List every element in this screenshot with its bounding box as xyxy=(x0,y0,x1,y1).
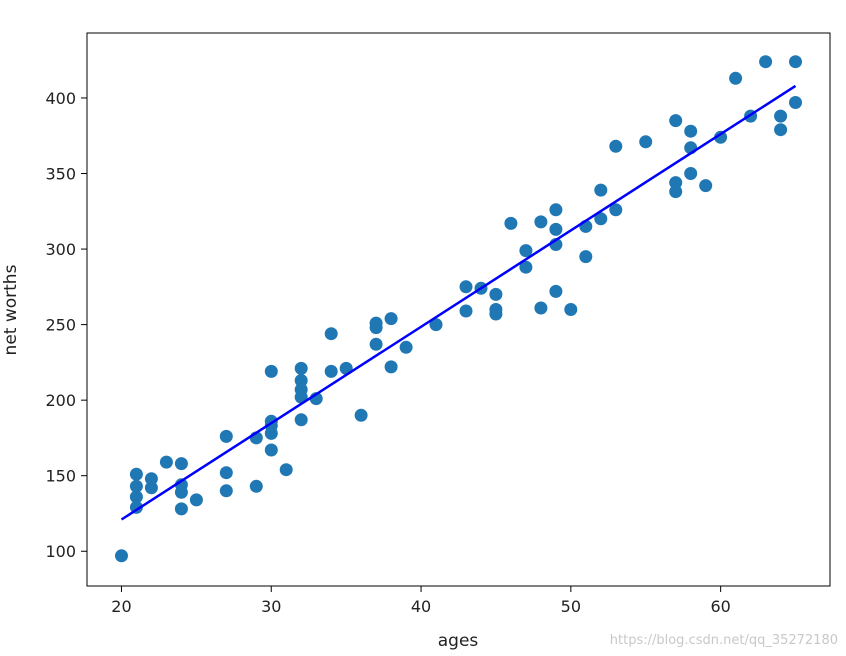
watermark-text: https://blog.csdn.net/qq_35272180 xyxy=(609,633,838,648)
x-tick-label: 60 xyxy=(710,597,730,616)
scatter-point xyxy=(459,280,473,294)
x-tick-label: 50 xyxy=(561,597,581,616)
scatter-point xyxy=(489,287,503,301)
scatter-point xyxy=(594,212,608,226)
scatter-point xyxy=(774,123,788,137)
scatter-point xyxy=(729,71,743,85)
scatter-point xyxy=(669,114,683,128)
scatter-point xyxy=(549,203,563,217)
scatter-point xyxy=(324,327,338,341)
scatter-point xyxy=(264,443,278,457)
y-axis-title: net worths xyxy=(1,264,21,355)
scatter-point xyxy=(594,183,608,197)
y-tick-label: 150 xyxy=(45,467,76,486)
scatter-point xyxy=(294,413,308,427)
scatter-point xyxy=(534,301,548,315)
scatter-point xyxy=(219,466,233,480)
scatter-point xyxy=(669,185,683,199)
scatter-point xyxy=(219,429,233,443)
scatter-point xyxy=(294,383,308,397)
scatter-point xyxy=(789,55,802,69)
plot-frame xyxy=(86,32,831,587)
scatter-point xyxy=(189,493,203,507)
scatter-point xyxy=(789,96,802,109)
scatter-point xyxy=(549,284,563,298)
scatter-point xyxy=(534,215,548,229)
scatter-point xyxy=(399,340,413,354)
scatter-point xyxy=(294,374,308,387)
scatter-point xyxy=(219,484,233,498)
scatter-point xyxy=(564,303,578,316)
x-axis: 20 30 40 50 60 xyxy=(111,586,731,616)
scatter-point xyxy=(369,316,383,330)
scatter-point xyxy=(609,203,623,217)
y-tick-label: 250 xyxy=(45,316,76,335)
scatter-point xyxy=(684,124,698,138)
scatter-point xyxy=(459,304,473,318)
scatter-point xyxy=(579,250,593,264)
scatter-point xyxy=(174,478,188,492)
scatter-point xyxy=(144,472,158,486)
scatter-point xyxy=(639,135,653,149)
x-tick-label: 20 xyxy=(111,597,131,616)
y-tick-label: 300 xyxy=(45,240,76,259)
scatter-point xyxy=(279,463,293,477)
y-axis: 100 150 200 250 300 350 400 xyxy=(45,89,87,561)
scatter-point xyxy=(144,481,158,495)
scatter-point xyxy=(384,360,398,374)
scatter-point xyxy=(159,455,173,469)
y-tick-label: 200 xyxy=(45,391,76,410)
scatter-point xyxy=(324,364,338,378)
scatter-point xyxy=(549,222,563,236)
y-tick-label: 400 xyxy=(45,89,76,108)
regression-line xyxy=(120,84,797,521)
scatter-point xyxy=(504,216,518,230)
scatter-point xyxy=(759,55,773,69)
scatter-point xyxy=(774,109,788,123)
scatter-point xyxy=(115,549,128,563)
scatter-point xyxy=(489,303,503,316)
x-tick-label: 30 xyxy=(261,597,281,616)
scatter-point xyxy=(669,176,683,190)
scatter-point xyxy=(384,312,398,326)
x-axis-title: ages xyxy=(438,631,479,651)
x-tick-label: 40 xyxy=(411,597,431,616)
scatter-point xyxy=(429,318,443,332)
scatter-point xyxy=(294,361,308,375)
plot-marks xyxy=(115,55,802,563)
scatter-point xyxy=(519,244,533,258)
y-tick-label: 350 xyxy=(45,165,76,184)
scatter-point xyxy=(699,179,713,193)
scatter-point xyxy=(609,139,623,153)
scatter-point xyxy=(369,337,383,351)
scatter-point xyxy=(684,167,698,180)
scatter-point xyxy=(129,490,143,504)
scatter-point xyxy=(354,408,368,422)
scatter-point xyxy=(519,260,533,274)
y-tick-label: 100 xyxy=(45,542,76,561)
scatter-point xyxy=(174,457,188,471)
scatter-point xyxy=(714,130,728,144)
scatter-point xyxy=(264,364,278,378)
scatter-point xyxy=(129,467,143,481)
scatter-point xyxy=(249,479,263,493)
scatter-point xyxy=(129,479,143,493)
scatter-point xyxy=(174,502,188,516)
